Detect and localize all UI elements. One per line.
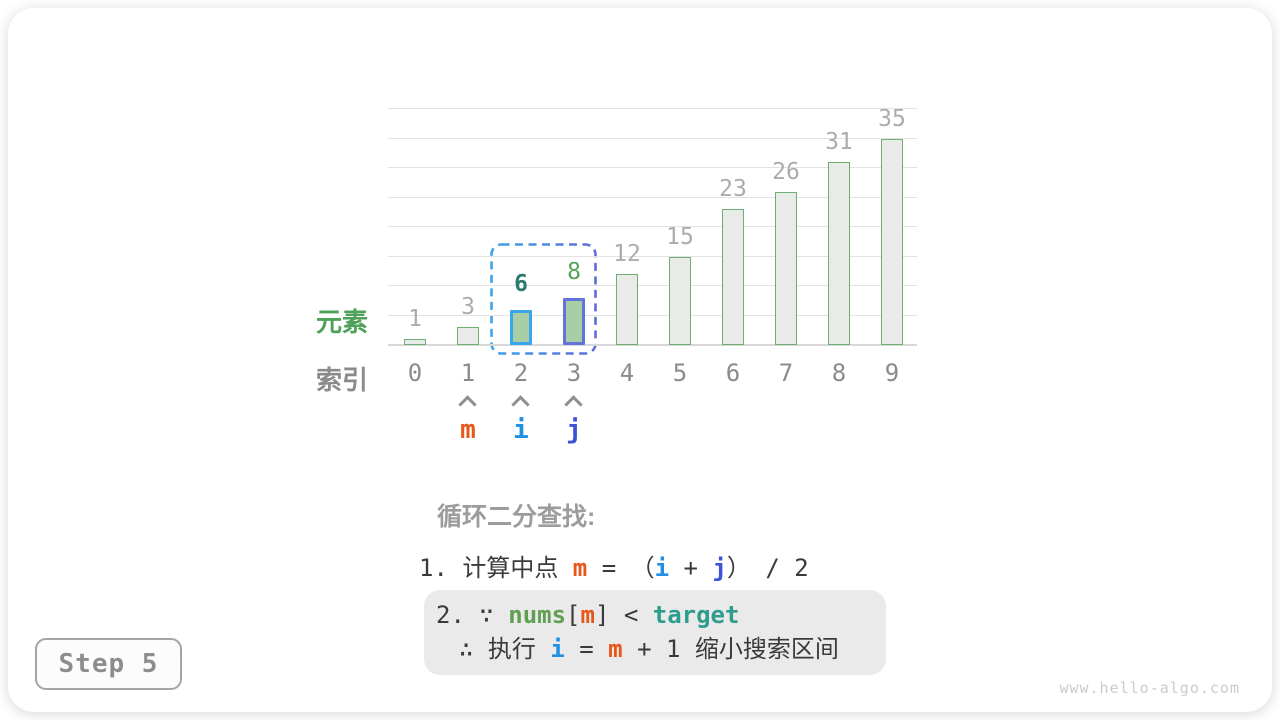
bar — [457, 327, 479, 345]
code-token: target — [652, 601, 740, 629]
code-token: + 1 缩小搜索区间 — [622, 635, 839, 663]
watermark: www.hello-algo.com — [1059, 679, 1240, 697]
bar-value-label: 1 — [408, 306, 422, 333]
code-token: i — [654, 554, 670, 582]
y-axis-title: 元素 — [315, 307, 368, 337]
bar — [722, 209, 744, 345]
code-token: = — [564, 635, 609, 663]
annotation-note-box: 2. ∵ nums[m] < target ∴ 执行 i = m + 1 缩小搜… — [424, 590, 886, 675]
index-label: 6 — [725, 359, 741, 387]
bar — [775, 191, 797, 345]
gridline — [388, 196, 917, 198]
search-window-box — [490, 243, 597, 355]
gridline — [388, 167, 917, 168]
bar-value-label: 15 — [666, 223, 694, 250]
gridline — [388, 255, 917, 257]
bar-value-label: 35 — [878, 105, 906, 132]
code-token: nums — [508, 601, 567, 629]
code-token: j — [712, 554, 727, 582]
code-token: + — [669, 554, 713, 582]
note-line-2: ∴ 执行 i = m + 1 缩小搜索区间 — [459, 632, 886, 666]
bar-highlighted — [563, 297, 585, 345]
pointer-label-m: m — [460, 415, 476, 445]
step-badge: Step 5 — [35, 638, 182, 690]
bar-value-label: 3 — [461, 294, 475, 321]
x-axis-title: 索引 — [315, 365, 368, 395]
gridline — [388, 314, 917, 316]
index-label: 1 — [460, 359, 476, 387]
bar-value-label: 8 — [567, 258, 581, 285]
code-token: m — [572, 554, 588, 582]
code-token: 1. 计算中点 — [419, 554, 573, 582]
gridline — [388, 226, 917, 227]
note-line-1: 2. ∵ nums[m] < target — [436, 598, 886, 632]
code-token: ∴ 执行 — [459, 635, 551, 663]
annotation-line-1: 1. 计算中点 m = （i + j） / 2 — [419, 548, 809, 583]
bar-value-label: 6 — [514, 270, 528, 297]
code-token: ） / 2 — [726, 554, 809, 582]
index-label: 2 — [513, 359, 529, 387]
bar — [616, 274, 638, 345]
bar-value-label: 26 — [772, 158, 800, 185]
bar-value-label: 12 — [613, 241, 641, 268]
bar — [881, 138, 903, 345]
index-label: 5 — [672, 359, 688, 387]
index-label: 4 — [619, 359, 635, 387]
code-token: [ — [566, 601, 581, 629]
bar-highlighted — [510, 309, 532, 345]
x-axis-line — [388, 344, 917, 346]
bar — [669, 256, 691, 345]
index-label: 9 — [884, 359, 900, 387]
index-label: 0 — [407, 359, 423, 387]
code-token: = （ — [587, 554, 655, 582]
bar-chart: 1 0 3 1 6 2 8 3 12 4 15 5 23 6 26 7 31 8 35 9 m i j — [388, 106, 917, 445]
index-label: 3 — [566, 359, 582, 387]
code-token: m — [580, 601, 595, 629]
pointer-label-i: i — [513, 415, 529, 445]
code-token: ] < — [594, 601, 653, 629]
bar — [404, 339, 426, 345]
gridline — [388, 137, 917, 139]
gridline — [388, 285, 917, 286]
code-token: 2. ∵ — [436, 601, 509, 629]
index-label: 8 — [831, 359, 847, 387]
bar-value-label: 23 — [719, 176, 747, 203]
code-token: i — [550, 635, 565, 663]
index-label: 7 — [778, 359, 794, 387]
bar — [828, 162, 850, 345]
bar-value-label: 31 — [825, 129, 853, 156]
annotation-heading: 循环二分查找: — [437, 503, 596, 531]
pointer-label-j: j — [566, 415, 582, 445]
gridline — [388, 108, 917, 109]
code-token: m — [608, 635, 623, 663]
